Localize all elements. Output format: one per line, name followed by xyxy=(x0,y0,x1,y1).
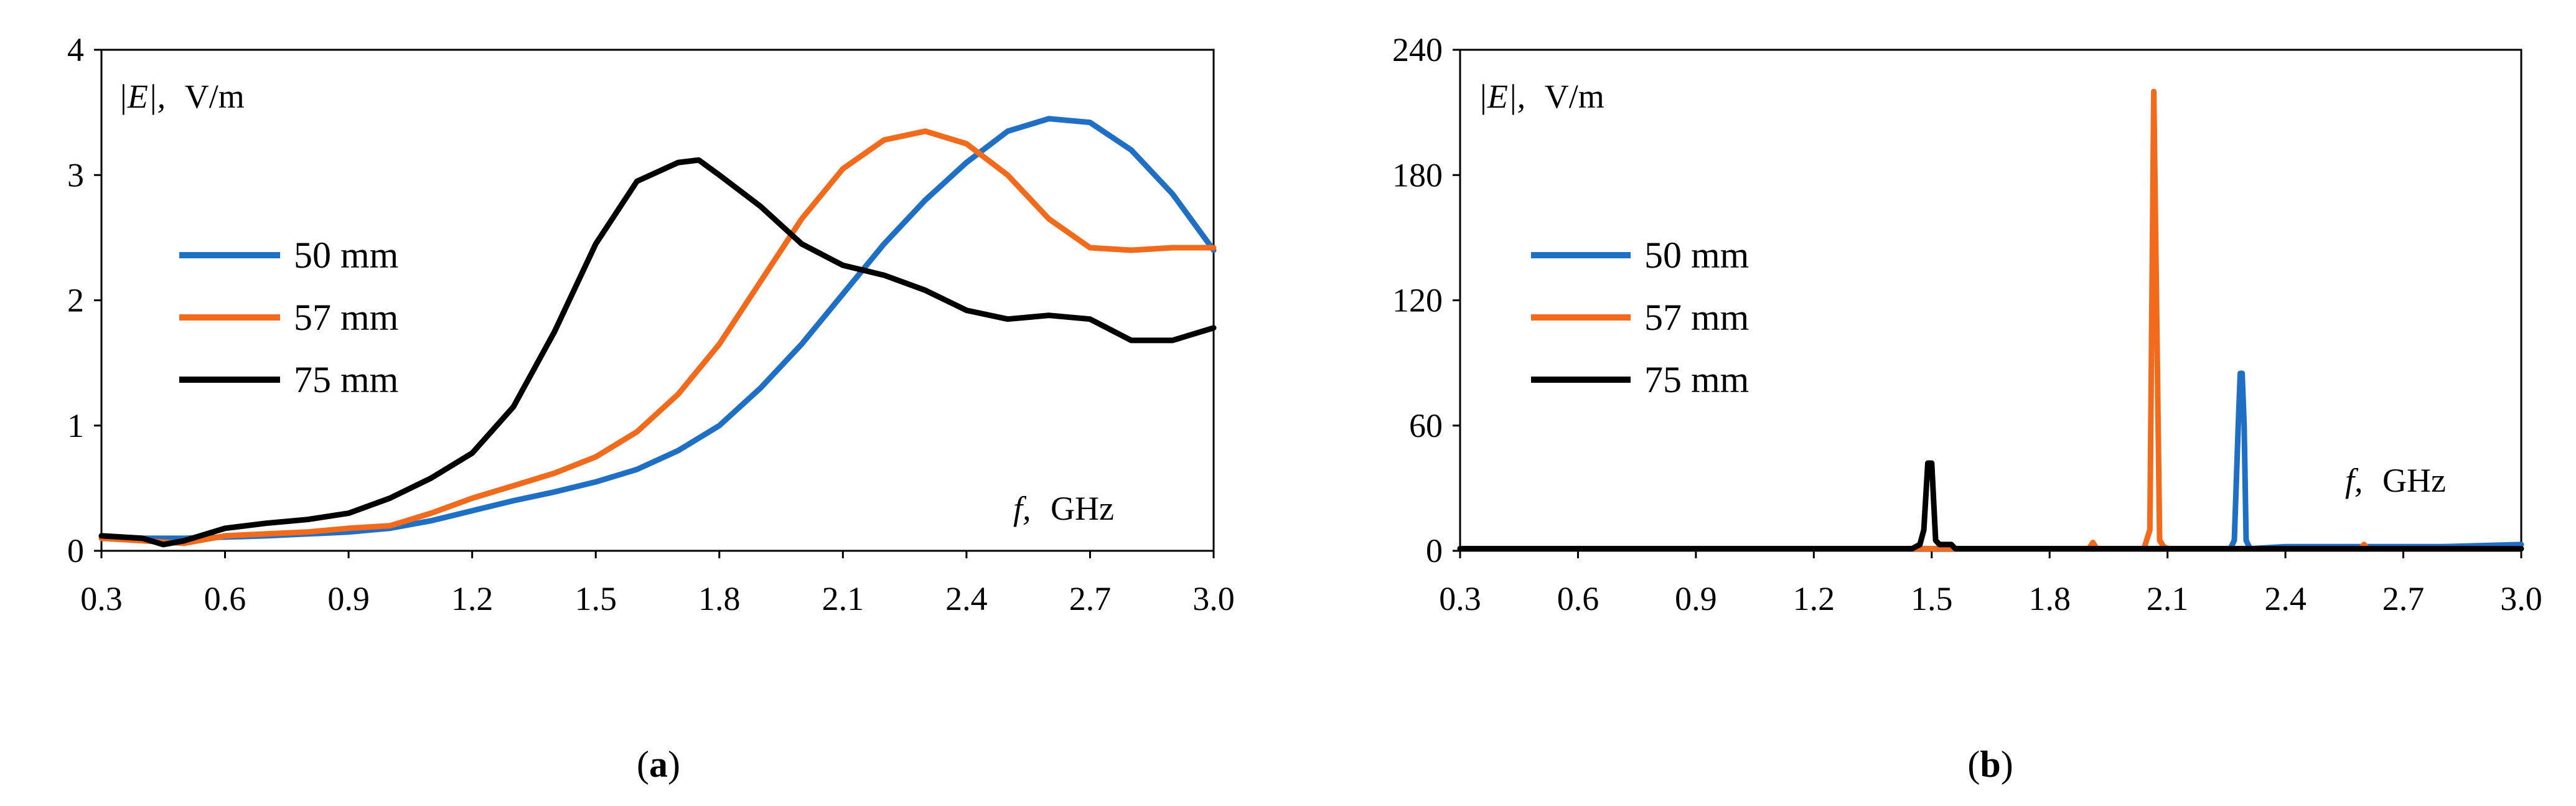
y-axis-label-prefix: |E|, xyxy=(118,78,166,115)
x-tick-label: 0.9 xyxy=(327,580,370,617)
x-tick-label: 1.2 xyxy=(451,580,494,617)
x-tick-label: 2.1 xyxy=(822,580,864,617)
legend-label: 75 mm xyxy=(1644,359,1749,400)
y-tick-label: 2 xyxy=(67,282,84,319)
series-line-75-mm xyxy=(98,157,1217,548)
x-tick-label: 0.6 xyxy=(1557,580,1599,617)
y-tick-label: 3 xyxy=(67,156,84,194)
x-axis-label: f, GHz xyxy=(1013,490,1114,527)
y-axis-ticks: 0 1 2 3 4 xyxy=(67,31,101,569)
legend-label: 57 mm xyxy=(294,297,398,338)
x-tick-label: 2.4 xyxy=(2264,580,2307,617)
y-tick-label: 180 xyxy=(1392,156,1443,194)
x-axis-label-unit: GHz xyxy=(1051,490,1114,527)
x-axis-label-unit: GHz xyxy=(2382,462,2446,499)
legend-label: 50 mm xyxy=(1644,235,1749,276)
caption-open: ( xyxy=(637,744,649,785)
x-tick-label: 2.7 xyxy=(1069,580,1112,617)
caption-letter: b xyxy=(1980,744,2000,785)
panel-a: 0.3 0.6 0.9 1.2 1.5 1.8 2.1 2.4 2.7 3.0 0 1 2 3 4 |E|… xyxy=(67,31,1235,785)
x-tick-label: 3.0 xyxy=(1192,580,1235,617)
x-axis-label-var: f, xyxy=(2345,462,2363,499)
legend-label: 75 mm xyxy=(294,359,398,400)
caption-close: ) xyxy=(2001,744,2013,785)
series-layer xyxy=(98,116,1217,548)
x-tick-label: 1.8 xyxy=(698,580,741,617)
x-axis-label: f, GHz xyxy=(2345,462,2446,499)
y-axis-label-unit: V/m xyxy=(185,78,245,115)
plot-area-frame xyxy=(100,49,1215,552)
y-tick-label: 60 xyxy=(1409,407,1443,444)
series-line-57-mm xyxy=(98,128,1217,546)
x-tick-label: 2.7 xyxy=(2382,580,2425,617)
caption-close: ) xyxy=(668,744,680,785)
series-line-50-mm xyxy=(1457,370,2524,552)
series-line-50-mm xyxy=(98,116,1217,541)
x-axis-ticks: 0.3 0.6 0.9 1.2 1.5 1.8 2.1 2.4 2.7 3.0 xyxy=(80,551,1235,617)
x-tick-label: 1.5 xyxy=(1911,580,1953,617)
y-tick-label: 120 xyxy=(1392,282,1443,319)
x-axis-label-var: f, xyxy=(1013,490,1031,527)
caption-open: ( xyxy=(1967,744,1980,785)
x-tick-label: 0.3 xyxy=(80,580,123,617)
x-tick-label: 1.5 xyxy=(574,580,617,617)
x-axis-ticks: 0.3 0.6 0.9 1.2 1.5 1.8 2.1 2.4 2.7 3.0 xyxy=(1439,551,2542,617)
caption-letter: a xyxy=(649,744,668,785)
y-tick-label: 0 xyxy=(67,532,84,569)
x-tick-label: 0.9 xyxy=(1675,580,1717,617)
legend-label: 50 mm xyxy=(294,235,398,276)
y-tick-label: 1 xyxy=(67,407,84,444)
x-tick-label: 0.3 xyxy=(1439,580,1481,617)
y-axis-ticks: 0 60 120 180 240 xyxy=(1392,31,1460,569)
series-layer xyxy=(1457,88,2524,552)
panel-b: 0.3 0.6 0.9 1.2 1.5 1.8 2.1 2.4 2.7 3.0 0 60 120 180… xyxy=(1392,31,2542,785)
legend: 50 mm 57 mm 75 mm xyxy=(1531,235,1749,400)
x-tick-label: 1.2 xyxy=(1793,580,1835,617)
x-tick-label: 2.1 xyxy=(2147,580,2189,617)
caption-a: (a) xyxy=(637,744,680,785)
caption-b: (b) xyxy=(1967,744,2013,785)
x-tick-label: 3.0 xyxy=(2500,580,2542,617)
y-tick-label: 240 xyxy=(1392,31,1443,68)
y-axis-label: |E|, V/m xyxy=(1478,78,1604,115)
y-axis-label-unit: V/m xyxy=(1545,78,1604,115)
y-axis-label-prefix: |E|, xyxy=(1478,78,1525,115)
legend: 50 mm 57 mm 75 mm xyxy=(179,235,398,400)
y-axis-label: |E|, V/m xyxy=(118,78,245,115)
series-line-75-mm xyxy=(1457,460,2524,552)
y-tick-label: 0 xyxy=(1426,532,1443,569)
x-tick-label: 2.4 xyxy=(945,580,988,617)
x-tick-label: 1.8 xyxy=(2028,580,2071,617)
x-tick-label: 0.6 xyxy=(204,580,246,617)
y-tick-label: 4 xyxy=(67,31,84,68)
legend-label: 57 mm xyxy=(1644,297,1749,338)
